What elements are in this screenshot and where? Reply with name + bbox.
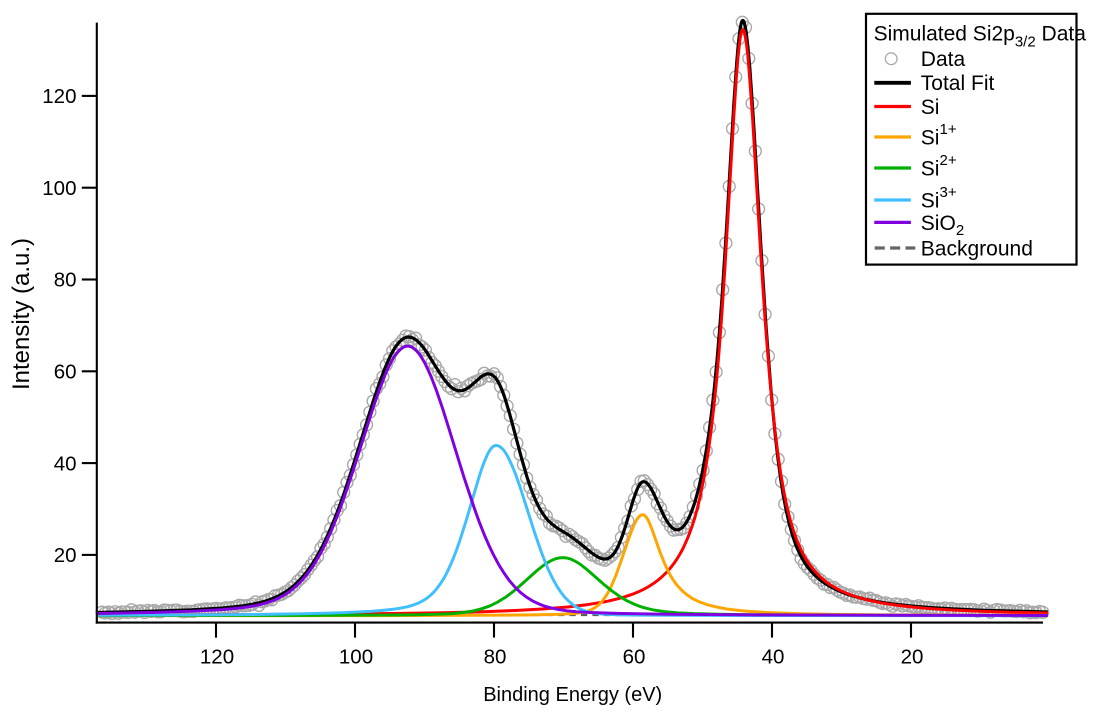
svg-text:100: 100 bbox=[42, 177, 76, 200]
svg-text:60: 60 bbox=[54, 361, 77, 384]
svg-text:20: 20 bbox=[901, 646, 924, 669]
svg-text:120: 120 bbox=[200, 646, 234, 669]
svg-text:100: 100 bbox=[339, 646, 373, 669]
svg-text:Data: Data bbox=[921, 48, 966, 71]
svg-text:60: 60 bbox=[623, 646, 646, 669]
svg-text:Background: Background bbox=[921, 237, 1033, 260]
svg-text:Si: Si bbox=[921, 96, 940, 119]
svg-text:40: 40 bbox=[762, 646, 785, 669]
svg-text:Binding Energy (eV): Binding Energy (eV) bbox=[483, 684, 662, 706]
svg-text:120: 120 bbox=[42, 85, 76, 108]
svg-text:Si1+: Si1+ bbox=[921, 121, 957, 150]
svg-text:Intensity (a.u.): Intensity (a.u.) bbox=[8, 238, 35, 390]
svg-text:Total Fit: Total Fit bbox=[921, 72, 995, 95]
svg-text:40: 40 bbox=[54, 452, 77, 475]
svg-text:80: 80 bbox=[54, 269, 77, 292]
svg-text:80: 80 bbox=[484, 646, 507, 669]
svg-text:20: 20 bbox=[54, 544, 77, 567]
